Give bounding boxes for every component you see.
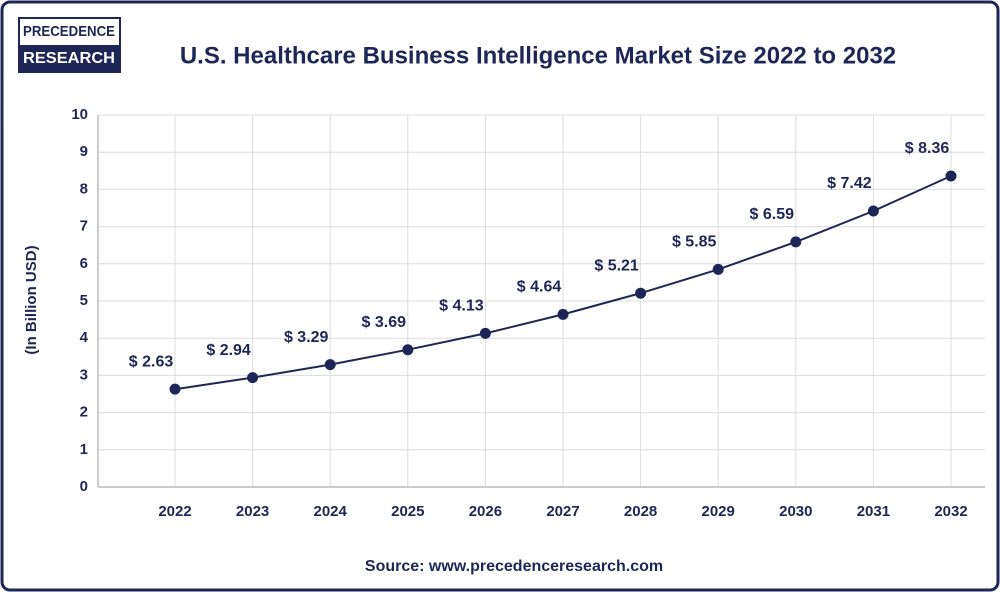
x-tick-label: 2032 xyxy=(934,503,967,520)
data-label: $ 3.29 xyxy=(284,329,329,346)
source: Source: www.precedenceresearch.com xyxy=(365,558,663,575)
y-tick-label: 6 xyxy=(80,255,88,272)
data-label: $ 3.69 xyxy=(362,314,407,331)
point xyxy=(169,383,181,395)
logo-band xyxy=(19,45,120,72)
y-tick-label: 0 xyxy=(80,478,88,495)
point xyxy=(635,287,647,299)
x-tick-label: 2023 xyxy=(236,503,269,520)
data-label: $ 2.94 xyxy=(206,342,251,359)
data-label: $ 6.59 xyxy=(750,206,795,223)
point xyxy=(479,327,491,339)
chart-title: U.S. Healthcare Business Intelligence Ma… xyxy=(180,42,896,69)
point xyxy=(945,170,957,182)
y-tick-label: 7 xyxy=(80,218,88,235)
point xyxy=(324,359,336,371)
point xyxy=(867,205,879,217)
logo-text: PRECEDENCE xyxy=(23,23,115,40)
x-tick-label: 2026 xyxy=(469,503,502,520)
point xyxy=(790,236,802,248)
data-label: $ 7.42 xyxy=(827,175,872,192)
data-label: $ 4.13 xyxy=(439,298,484,315)
data-label: $ 5.85 xyxy=(672,234,717,251)
x-tick-label: 2031 xyxy=(857,503,890,520)
x-tick-label: 2028 xyxy=(624,503,657,520)
data-label: $ 4.64 xyxy=(517,279,562,296)
x-tick-label: 2024 xyxy=(314,503,348,520)
data-label: $ 5.21 xyxy=(594,257,639,274)
y-tick-label: 9 xyxy=(80,143,88,160)
logo-text: RESEARCH xyxy=(23,50,115,67)
data-label: $ 2.63 xyxy=(129,353,174,370)
point xyxy=(712,263,724,275)
y-tick-label: 2 xyxy=(80,404,88,421)
y-tick-label: 3 xyxy=(80,366,88,383)
data-label: $ 8.36 xyxy=(905,140,950,157)
x-tick-label: 2029 xyxy=(702,503,735,520)
y-tick-label: 10 xyxy=(71,106,88,123)
y-axis-label: (In Billion USD) xyxy=(23,245,40,354)
point xyxy=(402,344,414,356)
x-tick-label: 2022 xyxy=(158,503,191,520)
point xyxy=(247,372,259,384)
x-tick-label: 2025 xyxy=(391,503,424,520)
y-tick-label: 4 xyxy=(80,329,89,346)
y-tick-label: 1 xyxy=(80,441,88,458)
y-tick-label: 8 xyxy=(80,180,88,197)
x-tick-label: 2027 xyxy=(546,503,579,520)
x-tick-label: 2030 xyxy=(779,503,812,520)
point xyxy=(557,308,569,320)
y-tick-label: 5 xyxy=(80,292,88,309)
